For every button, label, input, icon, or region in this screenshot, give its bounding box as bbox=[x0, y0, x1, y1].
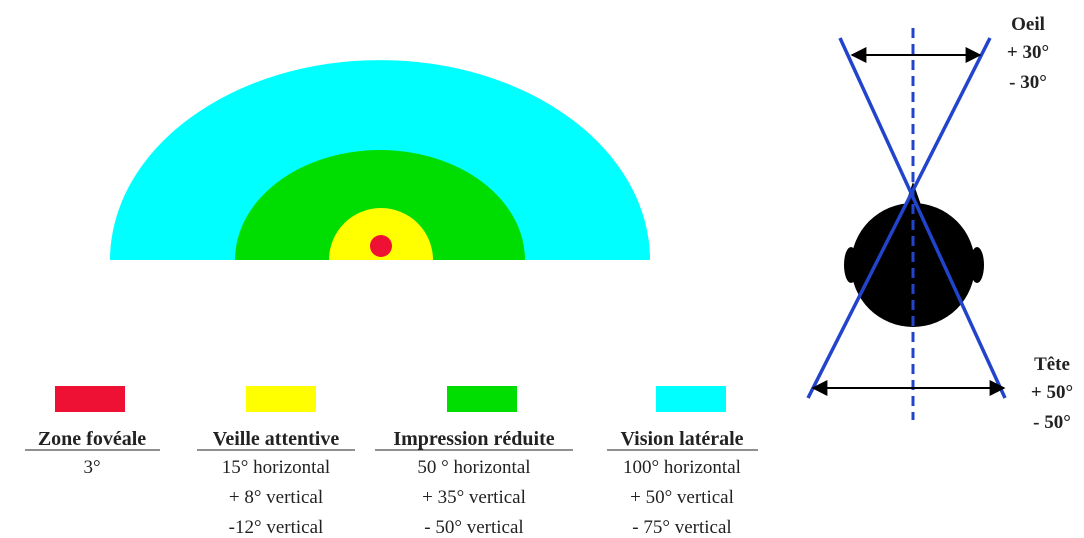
legend-line: 15° horizontal bbox=[222, 457, 330, 478]
legend-title: Vision latérale bbox=[620, 428, 743, 450]
legend: Zone fovéale 3° Veille attentive 15° hor… bbox=[25, 386, 758, 538]
head-diagram: Oeil + 30° - 30° Tête + 50° - 50° bbox=[806, 14, 1073, 433]
zone-foveal bbox=[370, 235, 392, 257]
legend-line: 100° horizontal bbox=[623, 457, 741, 478]
legend-line: - 50° vertical bbox=[424, 517, 523, 538]
head-angle: + 50° bbox=[1031, 382, 1073, 403]
legend-line: + 50° vertical bbox=[630, 487, 734, 508]
legend-line: 3° bbox=[83, 457, 100, 478]
view-line bbox=[806, 37, 992, 399]
legend-line: + 35° vertical bbox=[422, 487, 526, 508]
zone-attentive bbox=[329, 208, 433, 260]
eye-label: Oeil bbox=[1011, 14, 1045, 35]
legend-title: Impression réduite bbox=[393, 428, 554, 450]
head-angle: - 50° bbox=[1033, 412, 1071, 433]
swatch bbox=[246, 386, 316, 412]
head-label: Tête bbox=[1034, 354, 1070, 375]
legend-line: - 75° vertical bbox=[632, 517, 731, 538]
swatch bbox=[447, 386, 517, 412]
legend-title: Zone fovéale bbox=[38, 428, 146, 450]
legend-line: + 8° vertical bbox=[229, 487, 323, 508]
view-line bbox=[838, 37, 1007, 399]
legend-line: -12° vertical bbox=[229, 517, 324, 538]
legend-line: 50 ° horizontal bbox=[417, 457, 530, 478]
swatch bbox=[55, 386, 125, 412]
eye-angle: - 30° bbox=[1009, 72, 1047, 93]
legend-title: Veille attentive bbox=[213, 428, 340, 450]
head bbox=[851, 203, 975, 327]
eye-angle: + 30° bbox=[1007, 42, 1049, 63]
swatch bbox=[656, 386, 726, 412]
zone-reduced bbox=[235, 150, 525, 260]
vision-zones bbox=[110, 60, 650, 261]
